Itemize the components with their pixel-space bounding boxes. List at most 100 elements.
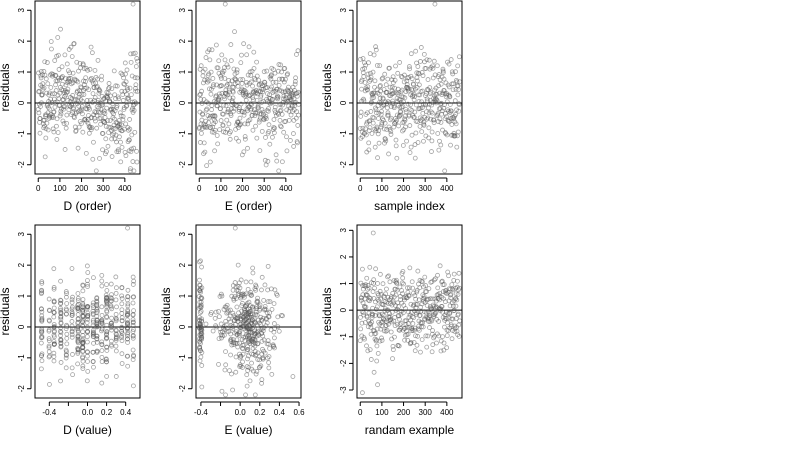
data-point — [385, 110, 391, 116]
data-point — [367, 347, 373, 353]
data-point — [87, 66, 93, 72]
data-point — [196, 259, 202, 265]
x-tick-label: 200 — [236, 184, 250, 193]
data-point — [58, 333, 63, 338]
data-point — [456, 87, 461, 93]
data-point — [244, 372, 250, 378]
data-point — [423, 133, 429, 139]
data-point — [435, 285, 441, 291]
data-point — [113, 311, 119, 317]
data-point — [439, 279, 445, 285]
data-point — [265, 158, 271, 164]
data-point — [92, 95, 98, 100]
data-point — [253, 287, 259, 293]
data-point — [58, 321, 64, 326]
data-point — [260, 109, 266, 115]
data-point — [206, 120, 211, 126]
data-point — [130, 322, 136, 328]
data-point — [428, 109, 434, 115]
data-point — [119, 293, 125, 299]
data-point — [291, 131, 296, 136]
data-point — [58, 378, 63, 384]
data-point — [58, 111, 64, 117]
data-point — [366, 285, 372, 291]
x-tick-label: 200 — [397, 408, 411, 417]
data-point — [395, 70, 401, 76]
data-point — [129, 132, 135, 138]
data-point — [109, 315, 114, 321]
data-point — [431, 277, 437, 283]
data-point — [65, 86, 71, 92]
data-point — [65, 98, 71, 103]
data-point — [220, 70, 226, 76]
data-point — [255, 341, 260, 347]
data-point — [252, 392, 258, 398]
data-point — [133, 88, 139, 94]
data-point — [64, 341, 70, 347]
data-point — [420, 73, 426, 79]
data-point — [75, 79, 81, 85]
data-point — [394, 287, 400, 293]
data-point — [215, 141, 221, 147]
data-point — [218, 106, 223, 112]
data-point — [228, 307, 233, 313]
data-point — [377, 83, 383, 88]
data-point — [106, 85, 112, 91]
data-point — [287, 138, 293, 143]
data-point — [97, 88, 103, 94]
data-point — [228, 337, 233, 343]
data-point — [236, 310, 241, 316]
data-point — [83, 75, 89, 81]
data-point — [447, 311, 453, 316]
data-point — [369, 319, 375, 325]
data-point — [378, 111, 384, 117]
data-point — [367, 264, 373, 270]
data-point — [230, 283, 236, 289]
data-point — [104, 314, 110, 319]
data-point — [374, 358, 380, 364]
data-point — [391, 105, 397, 111]
data-point — [266, 365, 272, 371]
data-point — [252, 330, 257, 336]
data-point — [414, 287, 420, 293]
data-point — [433, 304, 439, 309]
data-point — [51, 109, 57, 115]
data-point — [295, 123, 301, 128]
data-point — [124, 67, 130, 73]
data-point — [265, 108, 271, 114]
data-point — [99, 354, 105, 360]
data-point — [293, 75, 298, 81]
data-point — [291, 144, 297, 149]
data-point — [233, 284, 239, 290]
data-point — [90, 156, 96, 162]
data-point — [221, 325, 227, 331]
data-point — [88, 77, 94, 82]
data-point — [375, 382, 380, 388]
data-point — [363, 282, 369, 288]
data-point — [444, 132, 450, 138]
data-point — [259, 107, 265, 112]
data-point — [125, 326, 130, 332]
data-point — [51, 350, 57, 356]
data-point — [366, 140, 372, 146]
data-point — [440, 289, 446, 294]
data-point — [69, 297, 75, 303]
data-point — [382, 120, 388, 126]
data-point — [248, 73, 254, 78]
data-point — [105, 86, 111, 92]
data-point — [131, 108, 137, 113]
data-point — [130, 159, 136, 164]
data-point — [360, 56, 366, 61]
data-point — [430, 296, 436, 302]
data-point — [243, 279, 249, 285]
data-point — [379, 76, 385, 82]
data-point — [445, 320, 450, 326]
data-point — [405, 331, 411, 337]
data-point — [202, 149, 208, 155]
data-point — [439, 304, 445, 309]
data-point — [79, 104, 85, 109]
data-point — [454, 297, 460, 303]
y-axis-title: residuals — [320, 63, 334, 111]
data-point — [429, 306, 434, 312]
data-point — [51, 322, 57, 327]
